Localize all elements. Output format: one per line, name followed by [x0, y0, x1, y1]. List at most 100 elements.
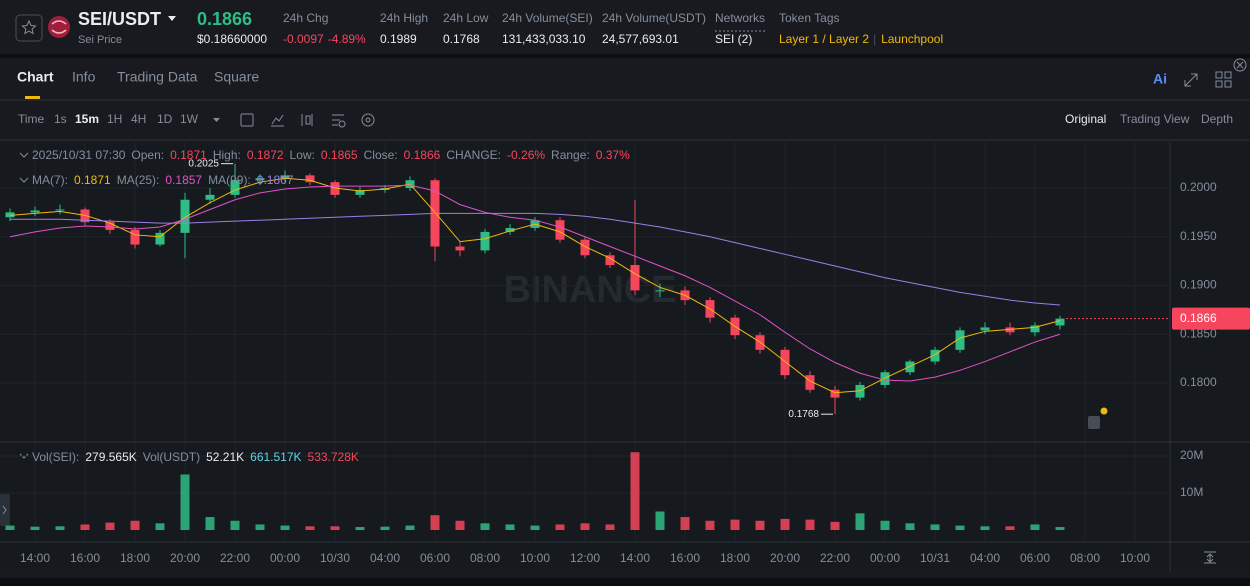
tab[interactable]: Info [72, 69, 96, 85]
stat-label: 24h Volume(SEI) [502, 11, 593, 25]
tool-icons[interactable] [240, 113, 375, 128]
volume-value: 279.565K [85, 450, 136, 464]
volume-bar [655, 511, 665, 530]
candle-body [930, 349, 940, 362]
stat-value[interactable]: Layer 1 / Layer 2 [779, 32, 869, 46]
volume-bar [155, 523, 165, 530]
volume-bar [605, 524, 615, 530]
info-value: 0.37% [596, 148, 630, 162]
candle-body [555, 220, 565, 240]
x-tick-label: 22:00 [220, 551, 250, 565]
view-option[interactable]: Original [1065, 112, 1106, 126]
volume-bar [1055, 527, 1065, 530]
volume-bar [580, 523, 590, 530]
volume-bar [730, 519, 740, 530]
y-tick-label: 0.1800 [1180, 375, 1217, 389]
volume-bar [980, 526, 990, 530]
volume-label: Vol(USDT) [143, 450, 200, 464]
volume-value: 52.21K [206, 450, 244, 464]
fullscreen-button[interactable] [1184, 73, 1198, 87]
pair-dropdown[interactable] [168, 16, 176, 21]
x-tick-label: 08:00 [470, 551, 500, 565]
interval[interactable]: 1s [54, 112, 67, 126]
x-tick-label: 16:00 [70, 551, 100, 565]
low-marker-label: 0.1768 [788, 409, 819, 420]
interval: Time [18, 112, 45, 126]
volume-bar [5, 525, 15, 530]
info-label: Close: [364, 148, 398, 162]
volume-bar [880, 520, 890, 530]
close-button[interactable] [1233, 58, 1247, 72]
volume-bar [930, 524, 940, 530]
volume-bar [905, 523, 915, 530]
volume-bar [630, 452, 640, 530]
tab[interactable]: Square [214, 69, 259, 85]
candle-body [630, 265, 640, 291]
interval[interactable]: 1D [157, 112, 173, 126]
x-tick-label: 20:00 [770, 551, 800, 565]
x-tick-label: 06:00 [1020, 551, 1050, 565]
interval[interactable]: 4H [131, 112, 146, 126]
layout-button[interactable] [1215, 71, 1232, 88]
ma-line [10, 212, 1061, 306]
tab[interactable]: Chart [17, 69, 54, 85]
stat-value[interactable]: SEI (2) [715, 32, 752, 46]
volume-tick-label: 20M [1180, 448, 1203, 462]
volume-bar [180, 474, 190, 530]
x-tick-label: 08:00 [1070, 551, 1100, 565]
info-value: 0.1871 [170, 148, 207, 162]
volume-bar [480, 523, 490, 530]
alert-icon[interactable] [1088, 407, 1108, 430]
view-option[interactable]: Trading View [1120, 112, 1190, 126]
volume-bar [855, 513, 865, 530]
candle-body [505, 227, 515, 232]
interval[interactable]: 1W [180, 112, 199, 126]
favorite-button[interactable] [15, 14, 43, 42]
x-tick-label: 16:00 [670, 551, 700, 565]
volume-tick-label: 10M [1180, 485, 1203, 499]
stat-value[interactable]: Launchpool [881, 32, 943, 46]
candle-body [455, 246, 465, 251]
candle-body [980, 327, 990, 331]
interval[interactable]: 15m [75, 112, 99, 126]
volume-bar [30, 526, 40, 530]
volume-bar [680, 517, 690, 530]
volume-bar [280, 525, 290, 530]
interval[interactable]: 1H [107, 112, 122, 126]
ma-line [9, 177, 1061, 394]
volume-bar [505, 524, 515, 530]
subtitle-link[interactable]: Sei Price [78, 34, 122, 46]
x-tick-label: 12:00 [570, 551, 600, 565]
info-label: Low: [290, 148, 315, 162]
view-option[interactable]: Depth [1201, 112, 1233, 126]
candle-body [130, 229, 140, 245]
tab[interactable]: Trading Data [117, 69, 198, 85]
side-panel-toggle[interactable] [0, 494, 10, 526]
x-tick-label: 14:00 [620, 551, 650, 565]
pair-name[interactable]: SEI/USDT [78, 9, 161, 29]
candle-body [30, 210, 40, 213]
stat-value: -4.89% [328, 32, 366, 46]
legend-label: MA(99): [208, 173, 251, 187]
info-value: 0.1866 [404, 148, 441, 162]
volume-bar [80, 524, 90, 530]
candle-body [955, 330, 965, 350]
ai-button[interactable]: Ai [1153, 71, 1167, 87]
candle-body [230, 180, 240, 195]
y-tick-label: 0.1900 [1180, 278, 1217, 292]
scale-button[interactable] [1204, 551, 1216, 564]
ma-line [9, 184, 1061, 382]
volume-bar [1005, 526, 1015, 530]
volume-bar [830, 521, 840, 530]
volume-bar [305, 526, 315, 530]
collapse-icons[interactable] [19, 152, 29, 459]
stat-label: 24h High [380, 11, 428, 25]
info-value: -0.26% [507, 148, 545, 162]
volume-bar [255, 524, 265, 530]
interval-dropdown[interactable] [213, 118, 220, 122]
candle-body [1030, 325, 1040, 333]
volume-bar [355, 527, 365, 530]
stat-label: 24h Low [443, 11, 489, 25]
